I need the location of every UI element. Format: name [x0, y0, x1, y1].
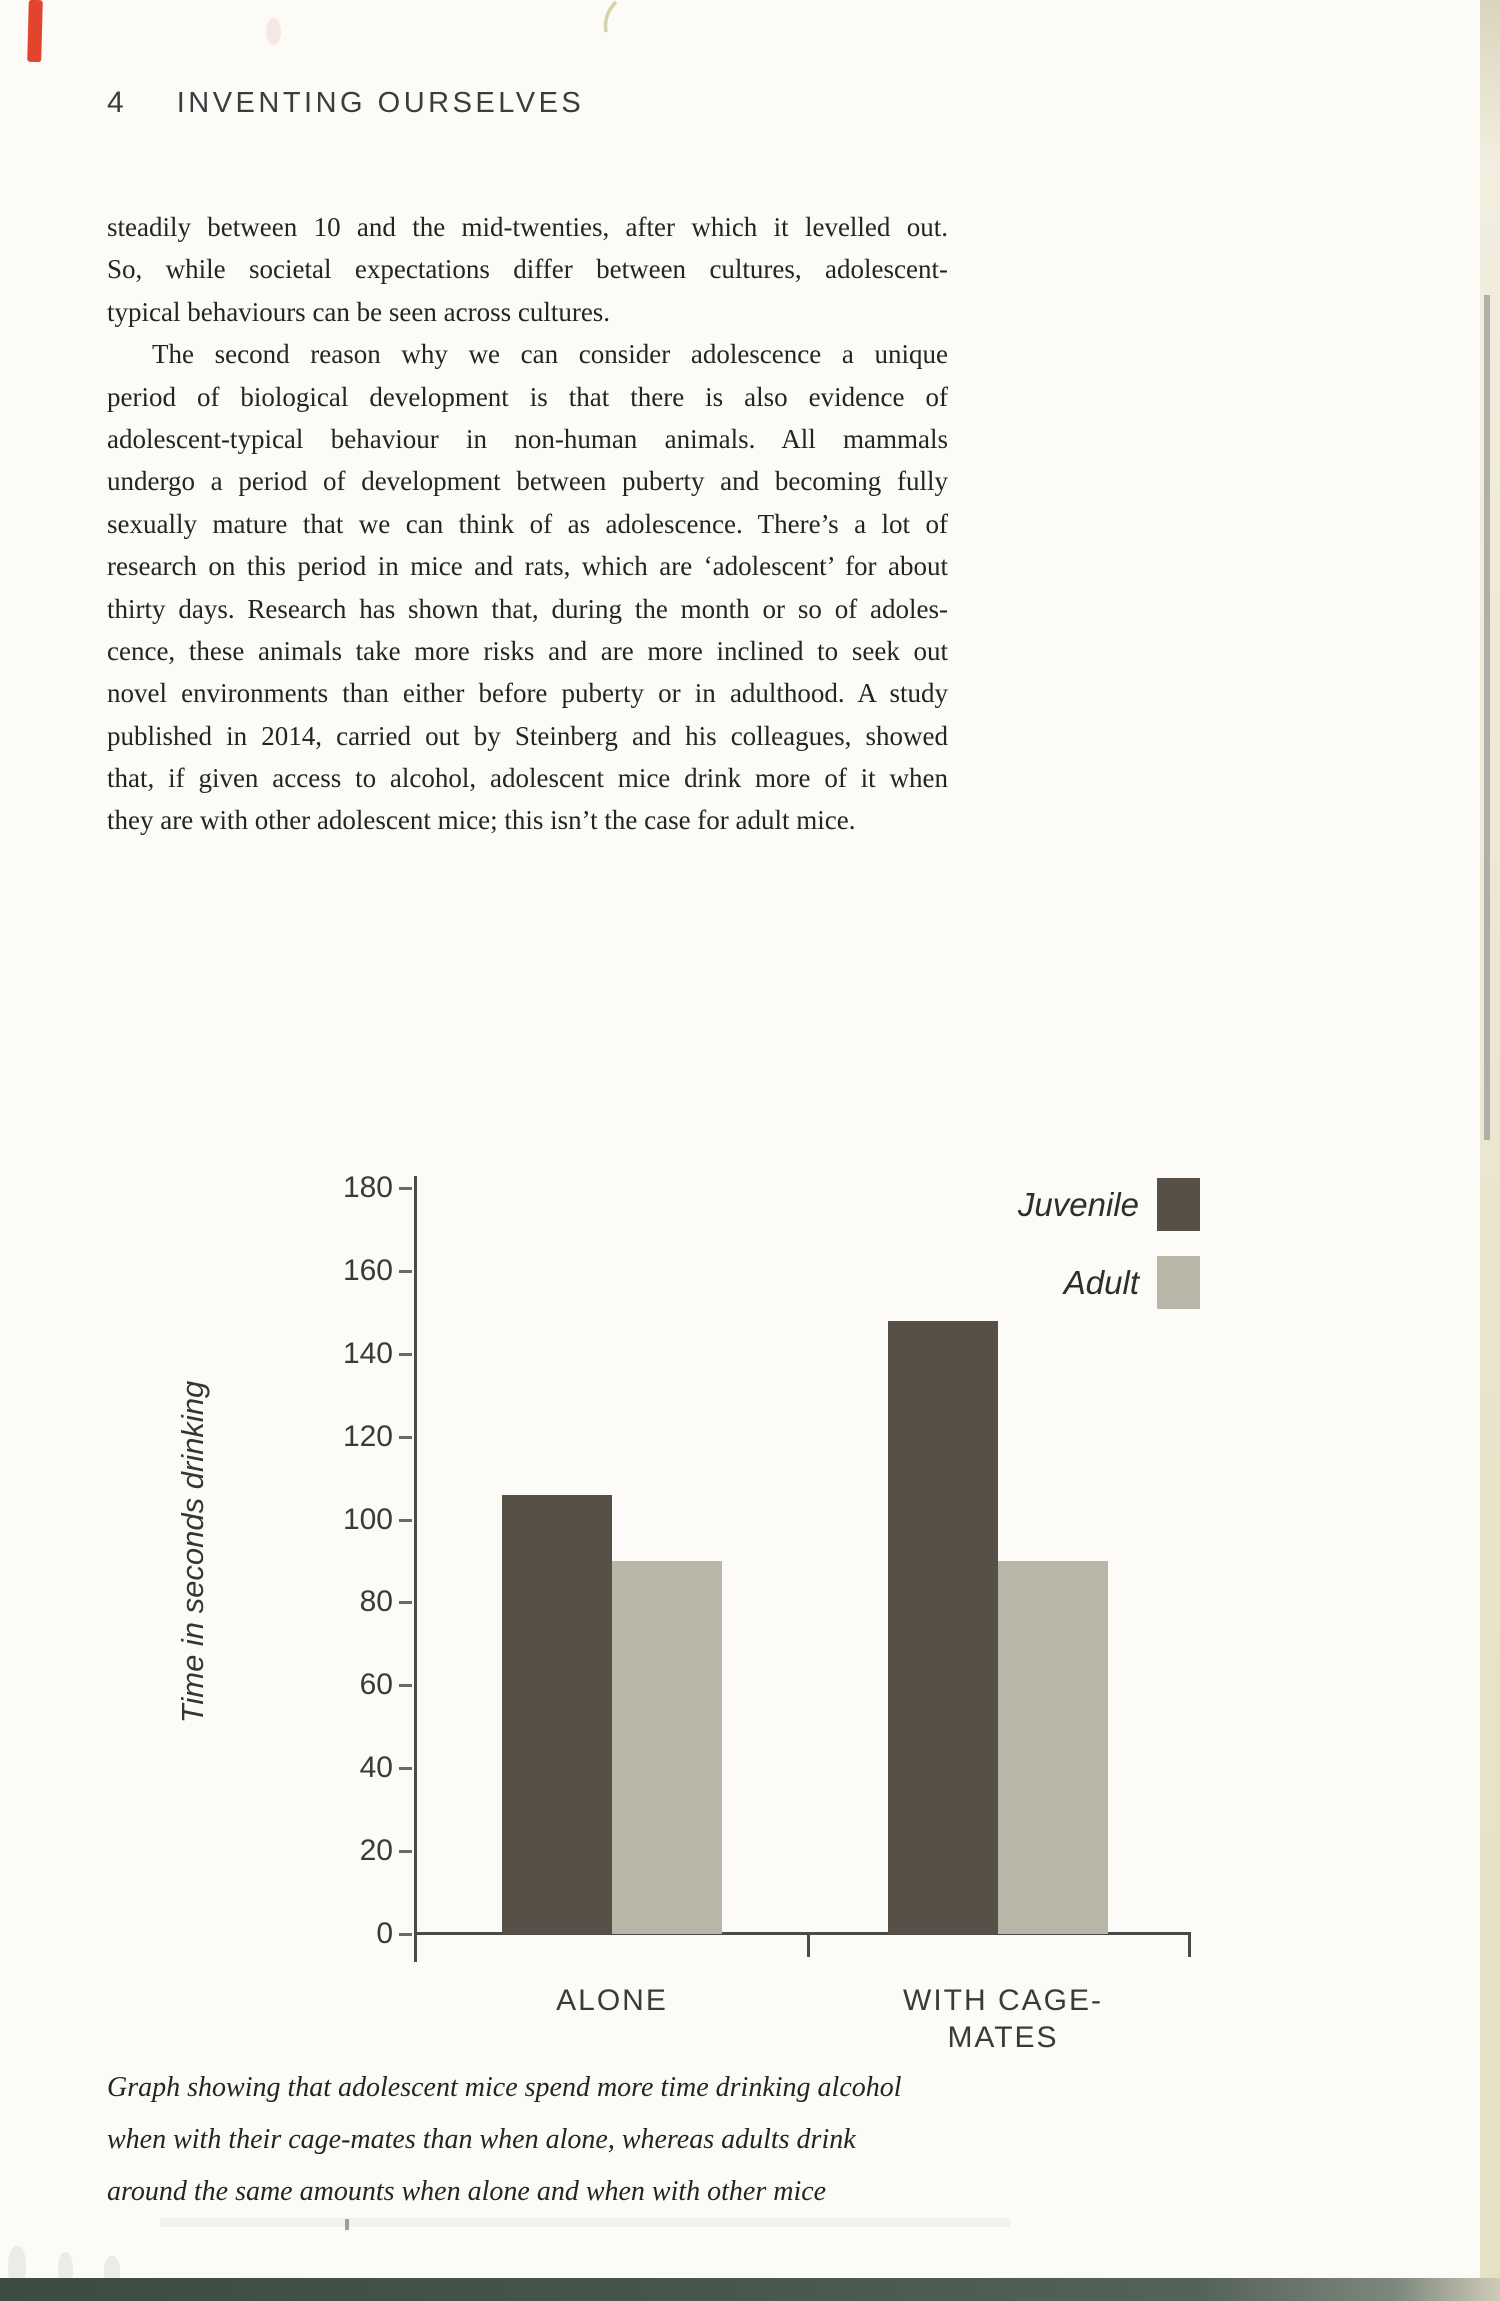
body-line: novel environments than either before pu…: [107, 678, 948, 709]
x-axis-line: [414, 1932, 1191, 1935]
bar-adult-0: [612, 1561, 722, 1934]
y-tick-label: 120: [342, 1419, 393, 1453]
y-tick-mark: [399, 1435, 412, 1439]
x-tick-label: WITH CAGE-MATES: [903, 1984, 1103, 2054]
y-tick-mark: [399, 1601, 412, 1605]
body-line: period of biological development is that…: [107, 381, 948, 412]
body-line: sexually mature that we can think of as …: [107, 508, 948, 539]
bottom-scan-band: [0, 2278, 1500, 2301]
body-line: So, while societal expectations differ b…: [107, 254, 948, 285]
body-line: typical behaviours can be seen across cu…: [107, 296, 611, 327]
stray-mark: [345, 2219, 349, 2230]
y-tick-label: 60: [359, 1668, 393, 1702]
body-line: undergo a period of development between …: [107, 466, 948, 497]
y-tick-mark: [399, 1850, 412, 1854]
y-tick-label: 40: [359, 1751, 393, 1785]
y-tick-label: 80: [359, 1585, 393, 1619]
legend-label: Adult: [1063, 1263, 1139, 1301]
y-tick-mark: [399, 1352, 412, 1356]
legend-row: Juvenile: [690, 1178, 1200, 1231]
y-tick-mark: [399, 1767, 412, 1771]
faint-scan-band: [160, 2218, 1010, 2227]
bar-juvenile-1: [888, 1320, 998, 1934]
page-edge-line: [1484, 295, 1490, 1140]
legend-swatch-juvenile: [1157, 1178, 1200, 1231]
y-tick-mark: [399, 1933, 412, 1936]
book-title: INVENTING OURSELVES: [176, 87, 585, 119]
y-tick-label: 180: [342, 1171, 393, 1204]
y-tick-mark: [399, 1269, 412, 1273]
bar-adult-1: [998, 1561, 1108, 1934]
legend-row: Adult: [690, 1256, 1200, 1309]
chart-legend: Juvenile Adult: [690, 1178, 1200, 1334]
y-tick-mark: [399, 1187, 412, 1190]
y-tick-label: 160: [342, 1253, 393, 1287]
y-tick-label: 0: [376, 1917, 393, 1950]
scan-smudge: [8, 2246, 26, 2288]
body-line: adolescent-typical behaviour in non-huma…: [107, 423, 948, 454]
body-line: they are with other adolescent mice; thi…: [107, 805, 856, 836]
body-line: cence, these animals take more risks and…: [107, 635, 948, 666]
y-tick-label: 100: [342, 1502, 393, 1536]
body-line: steadily between 10 and the mid-twenties…: [107, 212, 948, 242]
legend-swatch-adult: [1157, 1256, 1200, 1309]
figure-caption: Graph showing that adolescent mice spend…: [107, 2062, 987, 2218]
page-edge-shadow: [1480, 0, 1500, 2301]
x-tick-label: ALONE: [556, 1984, 668, 2017]
caption-line: Graph showing that adolescent mice spend…: [107, 2072, 902, 2103]
caption-line: around the same amounts when alone and w…: [107, 2176, 827, 2207]
y-axis-title: Time in seconds drinking: [175, 1380, 210, 1724]
body-text: steadily between 10 and the mid-twenties…: [107, 206, 948, 842]
body-line: published in 2014, carried out by Steinb…: [107, 720, 948, 751]
body-line: that, if given access to alcohol, adoles…: [107, 763, 948, 794]
legend-label: Juvenile: [1017, 1185, 1139, 1223]
x-tick-mark: [807, 1935, 810, 1957]
y-axis-line: [414, 1176, 417, 1962]
body-line: research on this period in mice and rats…: [107, 551, 948, 582]
body-line: thirty days. Research has shown that, du…: [107, 593, 948, 624]
page-number: 4: [107, 86, 125, 119]
pink-smudge: [266, 18, 281, 45]
x-tick-mark: [1188, 1935, 1191, 1957]
y-tick-mark: [399, 1684, 412, 1688]
bar-juvenile-0: [502, 1494, 612, 1934]
caption-line: when with their cage-mates than when alo…: [107, 2124, 856, 2155]
y-tick-label: 140: [342, 1336, 393, 1370]
running-header: 4 INVENTING OURSELVES: [107, 86, 584, 120]
y-tick-mark: [399, 1518, 412, 1522]
body-line: The second reason why we can consider ad…: [152, 339, 948, 370]
green-squiggle-mark: [603, 0, 618, 33]
y-tick-label: 20: [359, 1834, 393, 1868]
red-ink-mark: [27, 0, 43, 63]
